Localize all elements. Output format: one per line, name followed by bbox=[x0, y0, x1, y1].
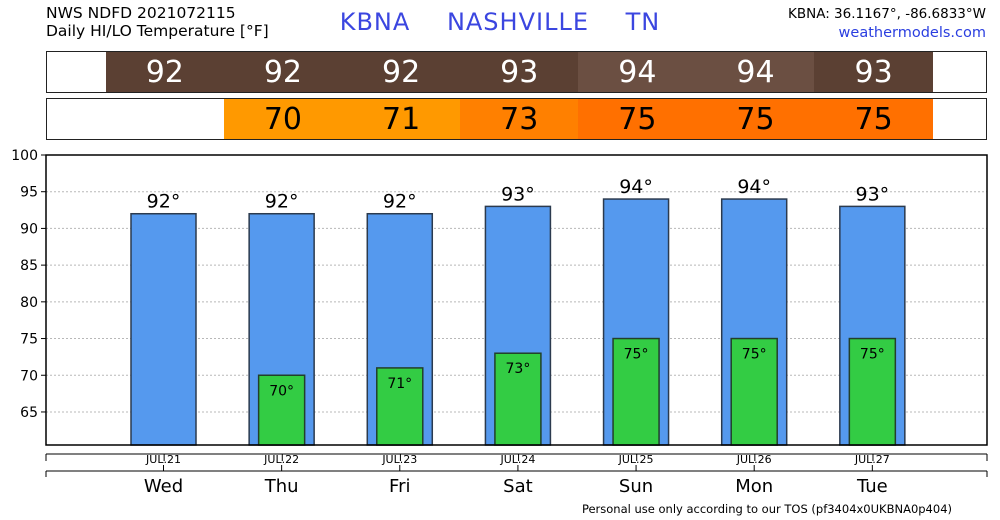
y-tick-label: 90 bbox=[20, 221, 38, 237]
footer-note: Personal use only according to our TOS (… bbox=[581, 502, 952, 516]
low-bar bbox=[257, 374, 306, 446]
station-state: TN bbox=[625, 8, 661, 36]
low-label: 71° bbox=[387, 376, 412, 392]
high-bar bbox=[130, 212, 197, 446]
high-label: 94° bbox=[737, 176, 771, 198]
low-bar bbox=[612, 337, 660, 446]
high-cell-fri: 92 bbox=[341, 52, 461, 92]
date-label: JUL.24 bbox=[499, 453, 535, 466]
station-meta: KBNA: 36.1167°, -86.6833°W weathermodels… bbox=[788, 5, 986, 43]
low-bar bbox=[730, 337, 778, 446]
low-bar bbox=[848, 337, 897, 446]
y-tick-label: 70 bbox=[20, 368, 38, 384]
low-cell-sat: 73 bbox=[459, 99, 579, 139]
site-link[interactable]: weathermodels.com bbox=[838, 25, 986, 41]
y-tick-label: 75 bbox=[20, 332, 38, 348]
high-cell-sun: 94 bbox=[578, 52, 697, 92]
temperature-chart: 65 70 75 80 85 90 95 100 92° 92° 70° 92° 71° 93° 73° 94… bbox=[11, 148, 988, 497]
day-label: Mon bbox=[735, 476, 773, 497]
date-label: JUL.25 bbox=[618, 453, 654, 466]
plot-frame bbox=[45, 154, 988, 446]
low-cell-thu: 70 bbox=[223, 99, 343, 139]
low-label: 73° bbox=[506, 361, 531, 377]
low-cell-mon: 75 bbox=[696, 99, 815, 139]
low-label: 70° bbox=[269, 383, 294, 399]
station-city: NASHVILLE bbox=[446, 8, 589, 36]
high-temp-strip: 92 92 92 93 94 94 93 bbox=[46, 51, 987, 93]
station-coords: KBNA: 36.1167°, -86.6833°W bbox=[787, 6, 986, 22]
high-label: 93° bbox=[501, 183, 535, 205]
low-cell-tue: 75 bbox=[814, 99, 933, 139]
day-label: Thu bbox=[264, 476, 299, 497]
low-temp-strip: 70 71 73 75 75 75 bbox=[46, 98, 987, 140]
station-id: KBNA bbox=[339, 8, 411, 36]
product-info: NWS NDFD 2021072115 Daily HI/LO Temperat… bbox=[46, 4, 269, 40]
date-label: JUL.22 bbox=[263, 453, 299, 466]
high-label: 92° bbox=[147, 191, 181, 213]
day-label: Fri bbox=[389, 476, 410, 497]
y-tick-label: 85 bbox=[20, 258, 38, 274]
date-label: JUL.27 bbox=[854, 453, 890, 466]
low-label: 75° bbox=[742, 347, 767, 363]
day-label: Tue bbox=[856, 476, 888, 497]
low-bar bbox=[376, 367, 424, 446]
high-label: 94° bbox=[619, 176, 653, 198]
y-tick-label: 80 bbox=[20, 295, 38, 311]
day-label: Wed bbox=[144, 476, 183, 497]
day-label: Sat bbox=[503, 476, 533, 497]
high-cell-thu: 92 bbox=[223, 52, 343, 92]
y-tick-label: 95 bbox=[20, 185, 38, 201]
high-label: 93° bbox=[855, 183, 889, 205]
high-cell-sat: 93 bbox=[459, 52, 579, 92]
high-cell-mon: 94 bbox=[696, 52, 815, 92]
y-tick-label: 65 bbox=[20, 405, 38, 421]
low-bar bbox=[494, 352, 542, 446]
high-cell-tue: 93 bbox=[814, 52, 933, 92]
date-label: JUL.21 bbox=[145, 453, 181, 466]
low-cell-sun: 75 bbox=[578, 99, 697, 139]
product-line: NWS NDFD 2021072115 bbox=[46, 4, 236, 22]
date-label: JUL.23 bbox=[381, 453, 417, 466]
high-label: 92° bbox=[265, 191, 299, 213]
high-label: 92° bbox=[383, 191, 417, 213]
date-label: JUL.26 bbox=[736, 453, 772, 466]
low-label: 75° bbox=[624, 347, 649, 363]
low-label: 75° bbox=[860, 347, 885, 363]
low-cell-fri: 71 bbox=[341, 99, 461, 139]
y-tick-label: 100 bbox=[11, 148, 38, 164]
day-label: Sun bbox=[619, 476, 653, 497]
station-title: KBNA NASHVILLE TN bbox=[0, 8, 1000, 36]
product-subtitle: Daily HI/LO Temperature [°F] bbox=[46, 22, 269, 40]
high-cell-wed: 92 bbox=[105, 52, 225, 92]
